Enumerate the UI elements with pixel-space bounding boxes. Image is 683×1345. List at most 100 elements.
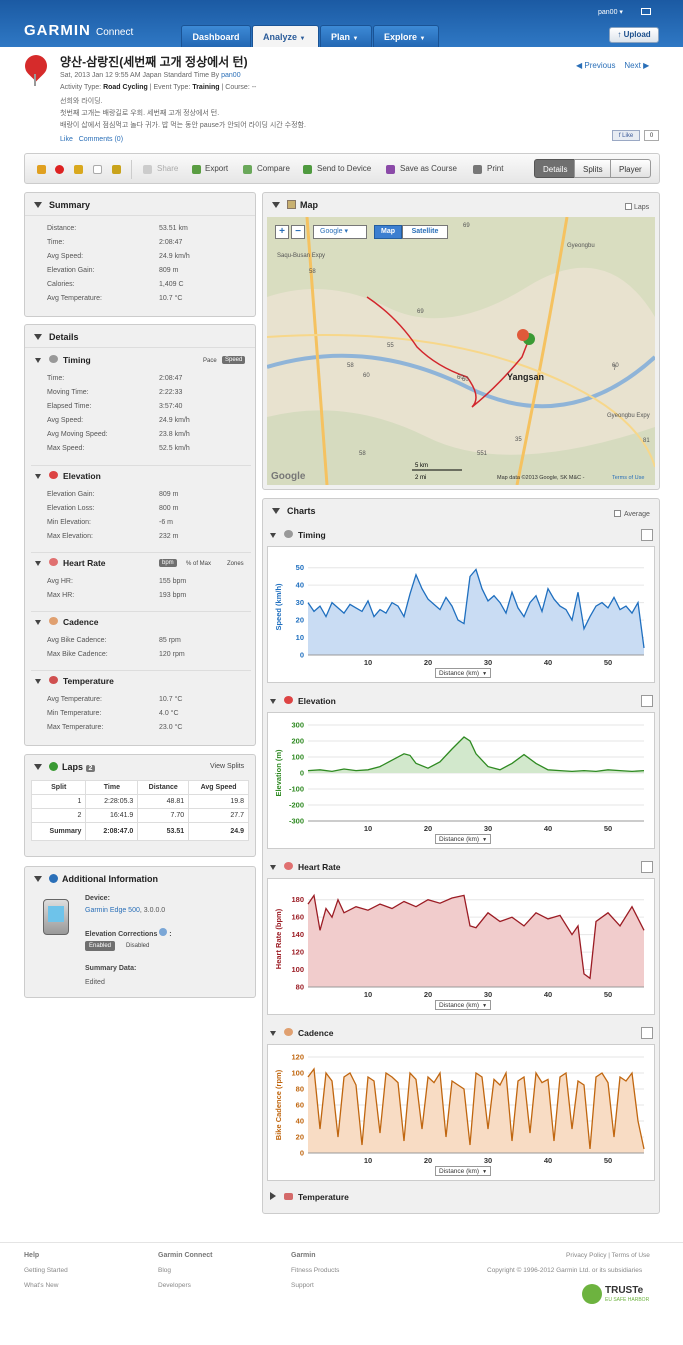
tab-explore[interactable]: Explore ▼ xyxy=(373,25,439,47)
people-icon[interactable] xyxy=(112,165,121,174)
save-as-course-button[interactable]: Save as Course xyxy=(400,164,457,173)
elevation-chart-header[interactable]: Elevation xyxy=(270,696,336,706)
laps-checkbox[interactable] xyxy=(625,203,632,210)
edit-pencil-icon[interactable] xyxy=(37,165,46,174)
route-map[interactable]: Yangsan Gyeongbu Saqu-Busan Expy 58 69 55 60 58… xyxy=(267,217,655,485)
collapse-triangle-icon[interactable] xyxy=(272,202,280,208)
details-elevation-header[interactable]: Elevation xyxy=(35,471,101,481)
delete-icon[interactable] xyxy=(55,165,64,174)
export-button[interactable]: Export xyxy=(205,164,229,173)
average-checkbox-label[interactable]: Average xyxy=(614,510,650,518)
expand-triangle-icon[interactable] xyxy=(270,1192,276,1200)
timing-chart[interactable]: 0 10 20 30 40 50 10 20 30 40 50 Speed (km/h) xyxy=(268,547,654,669)
collapse-triangle-icon[interactable] xyxy=(272,508,280,514)
comments-link[interactable]: Comments (0) xyxy=(78,136,124,143)
expand-chart-icon[interactable] xyxy=(641,861,653,873)
average-checkbox[interactable] xyxy=(614,510,621,517)
user-menu[interactable]: pan00 ▾ xyxy=(598,9,623,16)
warning-icon[interactable] xyxy=(74,165,83,174)
map-provider-select[interactable]: Google ▾ xyxy=(313,225,367,239)
collapse-triangle-icon[interactable] xyxy=(34,202,42,208)
garmin-connect-logo[interactable]: GARMIN Connect xyxy=(24,22,134,39)
heart-rate-chart[interactable]: 80 100 120 140 160 180 10 20 30 40 50 Heart Rate (b… xyxy=(268,879,654,1001)
send-to-device-button[interactable]: Send to Device xyxy=(317,164,372,173)
previous-link[interactable]: Previous xyxy=(584,61,616,70)
next-arrow-icon[interactable]: ▶ xyxy=(643,61,650,70)
elevation-corrections-enabled[interactable]: Enabled xyxy=(85,941,116,951)
details-cadence-header[interactable]: Cadence xyxy=(35,617,98,627)
route-end-marker[interactable] xyxy=(517,329,529,341)
collapse-triangle-icon[interactable] xyxy=(34,764,42,770)
cadence-chart[interactable]: 0 20 40 60 80 100 120 10 20 30 40 50 Bike Cadence (r… xyxy=(268,1045,654,1167)
laps-header[interactable]: Laps 2 xyxy=(25,755,255,777)
mail-icon[interactable] xyxy=(641,8,651,15)
collapse-triangle-icon[interactable] xyxy=(35,474,41,479)
laps-column-header[interactable]: Avg Speed xyxy=(188,780,249,795)
tab-analyze[interactable]: Analyze ▼ xyxy=(252,25,319,47)
player-view-button[interactable]: Player xyxy=(610,159,651,178)
details-header[interactable]: Details xyxy=(25,325,255,347)
footer-privacy-terms[interactable]: Privacy Policy | Terms of Use xyxy=(566,1252,650,1259)
details-timing-header[interactable]: Timing xyxy=(35,355,91,365)
collapse-triangle-icon[interactable] xyxy=(270,1031,276,1036)
details-hr-header[interactable]: Heart Rate xyxy=(35,558,106,568)
heart-rate-chart-header[interactable]: Heart Rate xyxy=(270,862,341,872)
collapse-triangle-icon[interactable] xyxy=(34,334,42,340)
footer-support[interactable]: Support xyxy=(291,1282,314,1289)
collapse-triangle-icon[interactable] xyxy=(270,533,276,538)
laps-column-header[interactable]: Distance xyxy=(137,780,190,795)
details-view-button[interactable]: Details xyxy=(534,159,577,178)
table-row[interactable]: 1 2:28:05.3 48.81 19.8 xyxy=(30,794,249,809)
previous-arrow-icon[interactable]: ◀ xyxy=(576,61,583,70)
footer-getting-started[interactable]: Getting Started xyxy=(24,1267,68,1274)
collapse-triangle-icon[interactable] xyxy=(35,620,41,625)
speed-toggle[interactable]: Speed xyxy=(222,356,246,364)
upload-button[interactable]: ↑ Upload xyxy=(609,27,659,43)
collapse-triangle-icon[interactable] xyxy=(270,699,276,704)
laps-column-header[interactable]: Split xyxy=(30,780,87,795)
print-button[interactable]: Print xyxy=(487,164,504,173)
timing-chart-header[interactable]: Timing xyxy=(270,530,326,540)
collapse-triangle-icon[interactable] xyxy=(35,679,41,684)
satellite-type-button[interactable]: Satellite xyxy=(402,225,448,239)
view-splits-link[interactable]: View Splits xyxy=(210,763,245,770)
like-link[interactable]: Like xyxy=(60,136,73,143)
compare-button[interactable]: Compare xyxy=(257,164,290,173)
map-type-button[interactable]: Map xyxy=(374,225,402,239)
details-temperature-header[interactable]: Temperature xyxy=(35,676,114,686)
expand-chart-icon[interactable] xyxy=(641,695,653,707)
tab-dashboard[interactable]: Dashboard xyxy=(181,25,251,47)
facebook-like-button[interactable]: f Like xyxy=(612,130,640,141)
footer-whats-new[interactable]: What's New xyxy=(24,1282,59,1289)
tab-plan[interactable]: Plan ▼ xyxy=(320,25,372,47)
star-icon[interactable] xyxy=(93,165,102,174)
table-row[interactable]: Summary 2:08:47.0 53.51 24.9 xyxy=(30,822,249,841)
help-icon[interactable] xyxy=(159,928,168,936)
x-axis-select[interactable]: Distance (km) ▼ xyxy=(435,1000,492,1010)
zoom-in-button[interactable]: + xyxy=(275,225,289,239)
elevation-corrections-disabled[interactable]: Disabled xyxy=(126,943,150,949)
laps-checkbox-label[interactable]: Laps xyxy=(625,203,649,211)
footer-fitness-products[interactable]: Fitness Products xyxy=(291,1267,340,1274)
zones-toggle[interactable]: Zones xyxy=(227,561,244,567)
zoom-out-button[interactable]: − xyxy=(291,225,305,239)
collapse-triangle-icon[interactable] xyxy=(270,865,276,870)
footer-developers[interactable]: Developers xyxy=(158,1282,191,1289)
map-terms-link[interactable]: Terms of Use xyxy=(612,475,644,481)
collapse-triangle-icon[interactable] xyxy=(35,561,41,566)
expand-chart-icon[interactable] xyxy=(641,1027,653,1039)
charts-header[interactable]: Charts xyxy=(263,499,659,521)
bpm-toggle[interactable]: bpm xyxy=(159,559,177,567)
x-axis-select[interactable]: Distance (km) ▼ xyxy=(435,834,492,844)
additional-info-header[interactable]: Additional Information xyxy=(25,867,255,889)
elevation-chart[interactable]: -300 -200 -100 0 100 200 300 10 20 30 40 50 Elevatio… xyxy=(268,713,654,835)
expand-chart-icon[interactable] xyxy=(641,529,653,541)
share-button[interactable]: Share xyxy=(157,164,179,173)
x-axis-select[interactable]: Distance (km) ▼ xyxy=(435,1166,492,1176)
pace-toggle[interactable]: Pace xyxy=(203,358,217,364)
next-link[interactable]: Next xyxy=(624,61,641,70)
collapse-triangle-icon[interactable] xyxy=(35,358,41,363)
device-link[interactable]: Garmin Edge 500 xyxy=(85,907,140,914)
map-header[interactable]: Map xyxy=(263,193,659,215)
x-axis-select[interactable]: Distance (km) ▼ xyxy=(435,668,492,678)
